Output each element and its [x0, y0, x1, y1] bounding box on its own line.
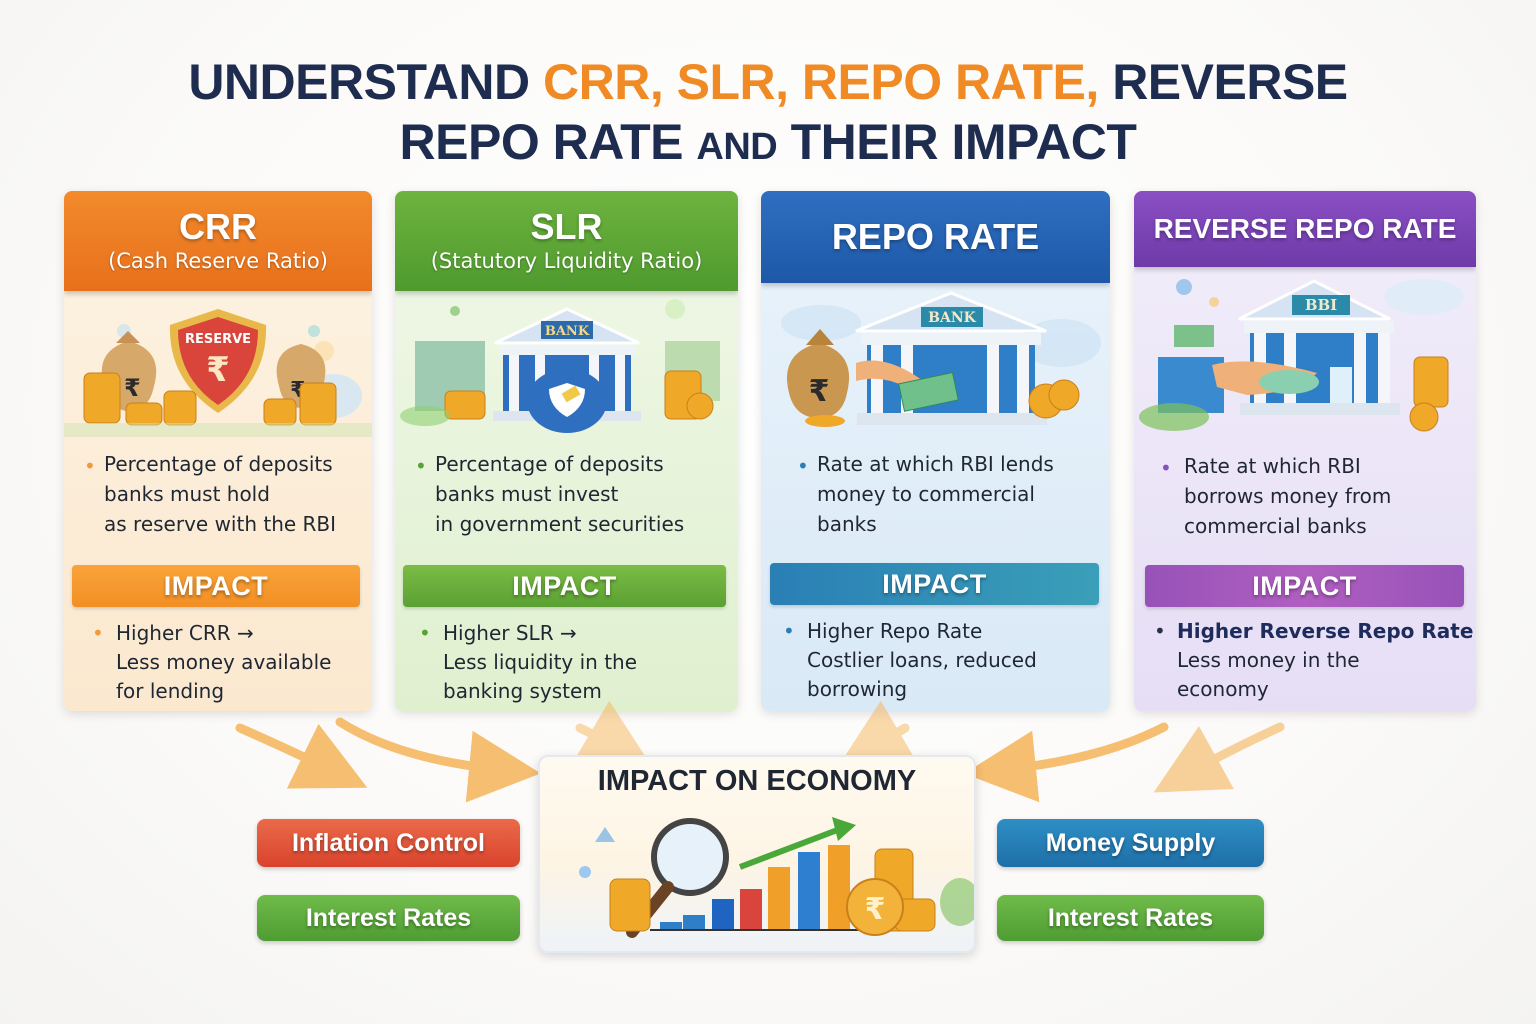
- slr-impact-text: • Higher SLR → Less liquidity in the ban…: [419, 621, 638, 703]
- cash-hand-icon: [856, 360, 959, 412]
- bullet-icon: •: [1160, 456, 1172, 480]
- money-bag-icon: ₹: [787, 329, 850, 418]
- svg-text:₹: ₹: [865, 892, 886, 927]
- repo-illustration: BANK ₹: [761, 283, 1110, 441]
- coin-stack-icon: [83, 372, 337, 426]
- economy-illustration: ₹: [579, 817, 974, 938]
- reverse-repo-illustration: BBI: [1134, 267, 1476, 441]
- arrow-icon: [572, 700, 654, 769]
- bank-building-icon: BBI: [1238, 279, 1400, 415]
- card-title: SLR: [530, 206, 603, 247]
- bullet-icon: •: [797, 454, 809, 478]
- shield-badge-icon: [527, 369, 607, 433]
- inflation-control-button[interactable]: Inflation Control: [257, 819, 520, 867]
- card-slr: SLR (Statutory Liquidity Ratio) BANK • P…: [395, 191, 738, 711]
- bullet-icon: •: [783, 619, 795, 643]
- impact-label: IMPACT: [72, 565, 360, 607]
- card-title: REPO RATE: [831, 216, 1040, 257]
- arrow-icon: [335, 717, 541, 803]
- svg-text:₹: ₹: [809, 374, 830, 409]
- interest-rates-right-button[interactable]: Interest Rates: [997, 895, 1264, 941]
- repo-description: • Rate at which RBI lends money to comme…: [797, 452, 1054, 536]
- title-line2-b: THEIR IMPACT: [777, 114, 1137, 170]
- bullet-icon: •: [84, 454, 96, 478]
- title-highlight: CRR, SLR, REPO RATE,: [543, 54, 1099, 110]
- interest-rates-left-button[interactable]: Interest Rates: [257, 895, 520, 941]
- coin-icon: [1028, 379, 1080, 419]
- card-title: REVERSE REPO RATE: [1153, 213, 1457, 244]
- title-suffix: REVERSE: [1098, 54, 1348, 110]
- svg-text:RESERVE: RESERVE: [185, 332, 251, 347]
- bullet-icon: •: [415, 454, 427, 478]
- slr-description: • Percentage of deposits banks must inve…: [415, 452, 685, 536]
- card-header-crr: CRR (Cash Reserve Ratio): [64, 191, 372, 291]
- card-subtitle: (Statutory Liquidity Ratio): [430, 249, 703, 273]
- reverse-repo-impact-text: • Higher Reverse Repo Rate Less money in…: [1154, 619, 1474, 701]
- title-and: AND: [696, 126, 778, 168]
- trend-arrow-icon: [738, 817, 856, 870]
- rupee-coin-icon: ₹: [846, 878, 904, 936]
- card-crr: CRR (Cash Reserve Ratio) ₹ ₹ RESERVE ₹ • …: [64, 191, 372, 711]
- cash-hand-icon: [1212, 361, 1319, 395]
- svg-text:₹: ₹: [124, 374, 141, 402]
- card-reverse-repo-rate: REVERSE REPO RATE BBI • Rate at which RB…: [1134, 191, 1476, 711]
- svg-text:BANK: BANK: [928, 310, 976, 326]
- shield-rupee-icon: RESERVE ₹: [169, 309, 267, 413]
- page-title: UNDERSTAND CRR, SLR, REPO RATE, REVERSE …: [0, 52, 1536, 177]
- card-title: CRR: [179, 206, 257, 247]
- svg-text:BBI: BBI: [1305, 296, 1337, 314]
- title-prefix: UNDERSTAND: [188, 54, 544, 110]
- arrow-icon: [235, 723, 368, 789]
- bullet-icon: •: [419, 621, 431, 645]
- svg-text:₹: ₹: [206, 350, 230, 390]
- card-header-slr: SLR (Statutory Liquidity Ratio): [395, 191, 738, 291]
- card-header-repo: REPO RATE: [761, 191, 1110, 283]
- reverse-repo-description: • Rate at which RBI borrows money from c…: [1160, 454, 1392, 538]
- bank-building-icon: BANK: [855, 291, 1047, 425]
- impact-label: IMPACT: [770, 563, 1099, 605]
- slr-illustration: BANK: [395, 291, 738, 441]
- economy-title: IMPACT ON ECONOMY: [597, 765, 917, 797]
- arrow-icon: [836, 700, 918, 769]
- impact-on-economy-panel: IMPACT ON ECONOMY ₹: [538, 755, 976, 953]
- coin-stack-icon: [444, 370, 714, 420]
- crr-illustration: ₹ ₹ RESERVE ₹: [64, 291, 372, 441]
- impact-label: IMPACT: [403, 565, 726, 607]
- card-repo-rate: REPO RATE BANK ₹ • Rate at which RBI len…: [761, 191, 1110, 711]
- impact-label: IMPACT: [1145, 565, 1464, 607]
- arrow-icon: [964, 722, 1169, 803]
- card-subtitle: (Cash Reserve Ratio): [108, 249, 328, 273]
- title-line2-a: REPO RATE: [399, 114, 697, 170]
- bullet-icon: •: [1154, 619, 1166, 643]
- crr-impact-text: • Higher CRR → Less money available for …: [92, 621, 332, 703]
- crr-description: • Percentage of deposits banks must hold…: [84, 452, 337, 536]
- repo-impact-text: • Higher Repo Rate Costlier loans, reduc…: [783, 619, 1037, 701]
- bar-chart-icon: [650, 845, 860, 931]
- arrow-icon: [1153, 722, 1285, 793]
- money-supply-button[interactable]: Money Supply: [997, 819, 1264, 867]
- svg-text:BANK: BANK: [545, 324, 590, 339]
- bullet-icon: •: [92, 621, 104, 645]
- card-header-reverse-repo: REVERSE REPO RATE: [1134, 191, 1476, 267]
- coin-stack-icon: [1409, 356, 1449, 432]
